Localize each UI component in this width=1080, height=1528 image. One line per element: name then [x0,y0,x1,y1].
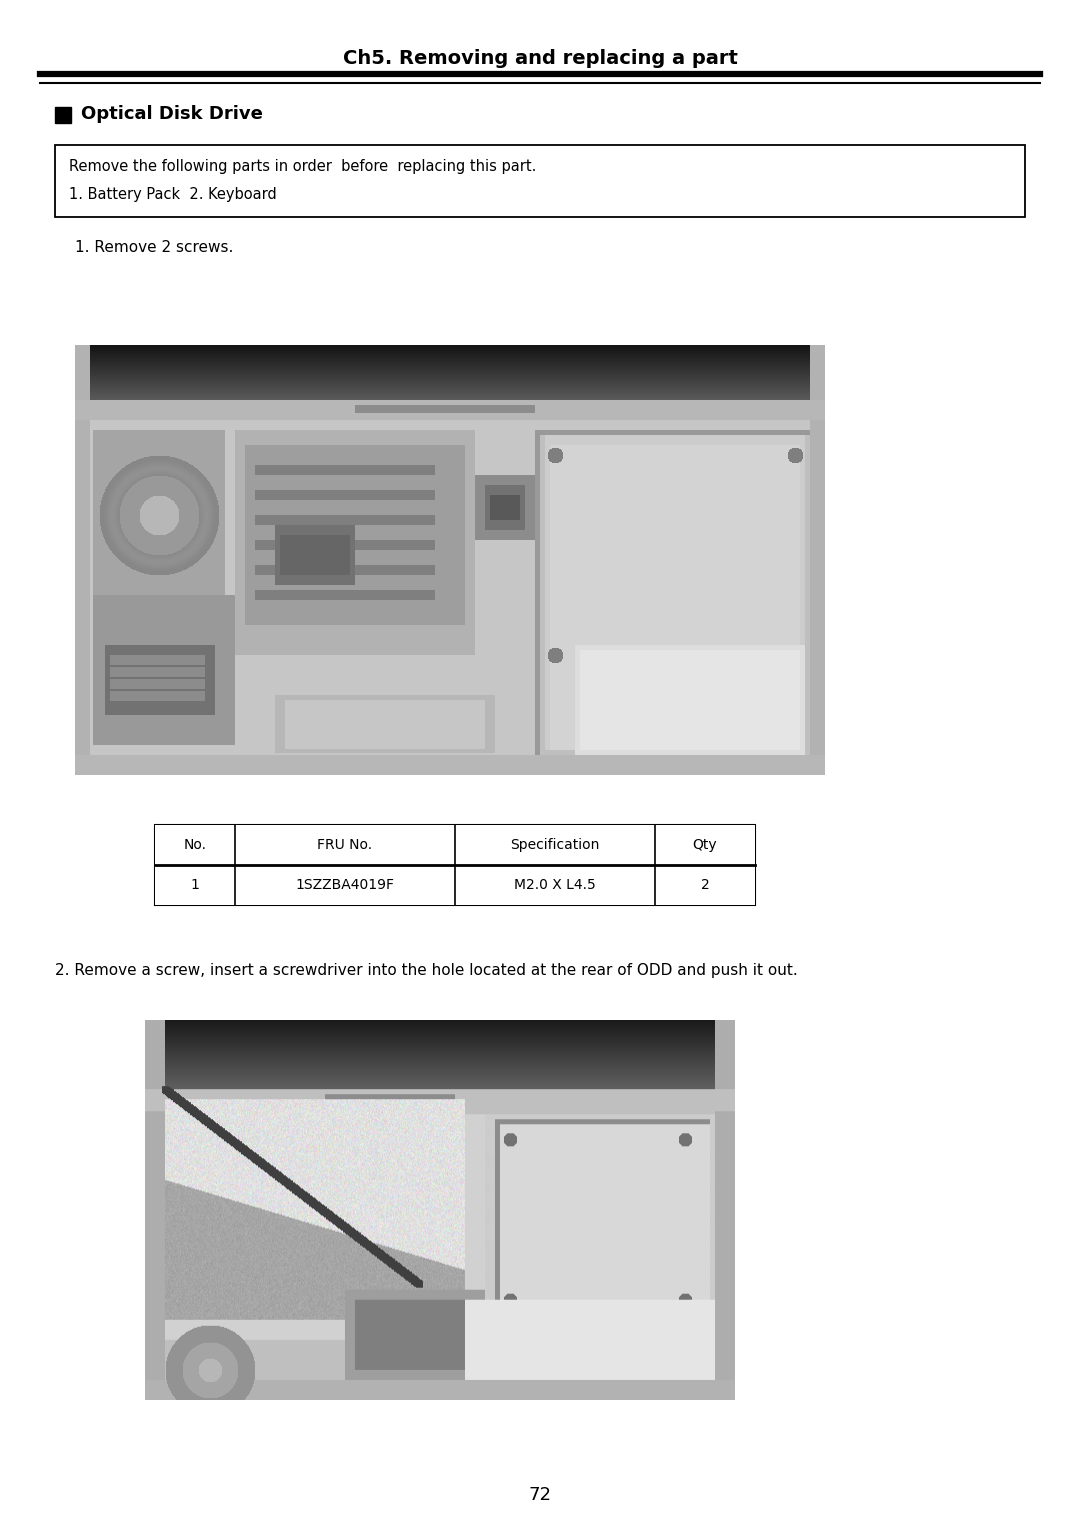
Bar [55,107,71,122]
Text: FRU No.: FRU No. [318,837,373,853]
Bar [156,865,755,905]
Bar [55,145,1025,217]
Text: 1. Battery Pack  2. Keyboard: 1. Battery Pack 2. Keyboard [69,188,276,203]
Text: 72: 72 [528,1487,552,1504]
Text: Optical Disk Drive: Optical Disk Drive [81,105,262,122]
Text: 1. Remove 2 screws.: 1. Remove 2 screws. [75,240,233,255]
Bar [156,825,755,865]
Text: 1: 1 [190,879,200,892]
Text: Ch5. Removing and replacing a part: Ch5. Removing and replacing a part [342,49,738,67]
Text: Qty: Qty [692,837,717,853]
Text: Remove the following parts in order  before  replacing this part.: Remove the following parts in order befo… [69,159,537,174]
Text: No.: No. [184,837,206,853]
Bar [156,825,755,905]
Text: 2: 2 [701,879,710,892]
Text: 2. Remove a screw, insert a screwdriver into the hole located at the rear of ODD: 2. Remove a screw, insert a screwdriver … [55,963,798,978]
Text: M2.0 X L4.5: M2.0 X L4.5 [514,879,596,892]
Text: Specification: Specification [511,837,599,853]
Text: 1SZZBA4019F: 1SZZBA4019F [296,879,394,892]
